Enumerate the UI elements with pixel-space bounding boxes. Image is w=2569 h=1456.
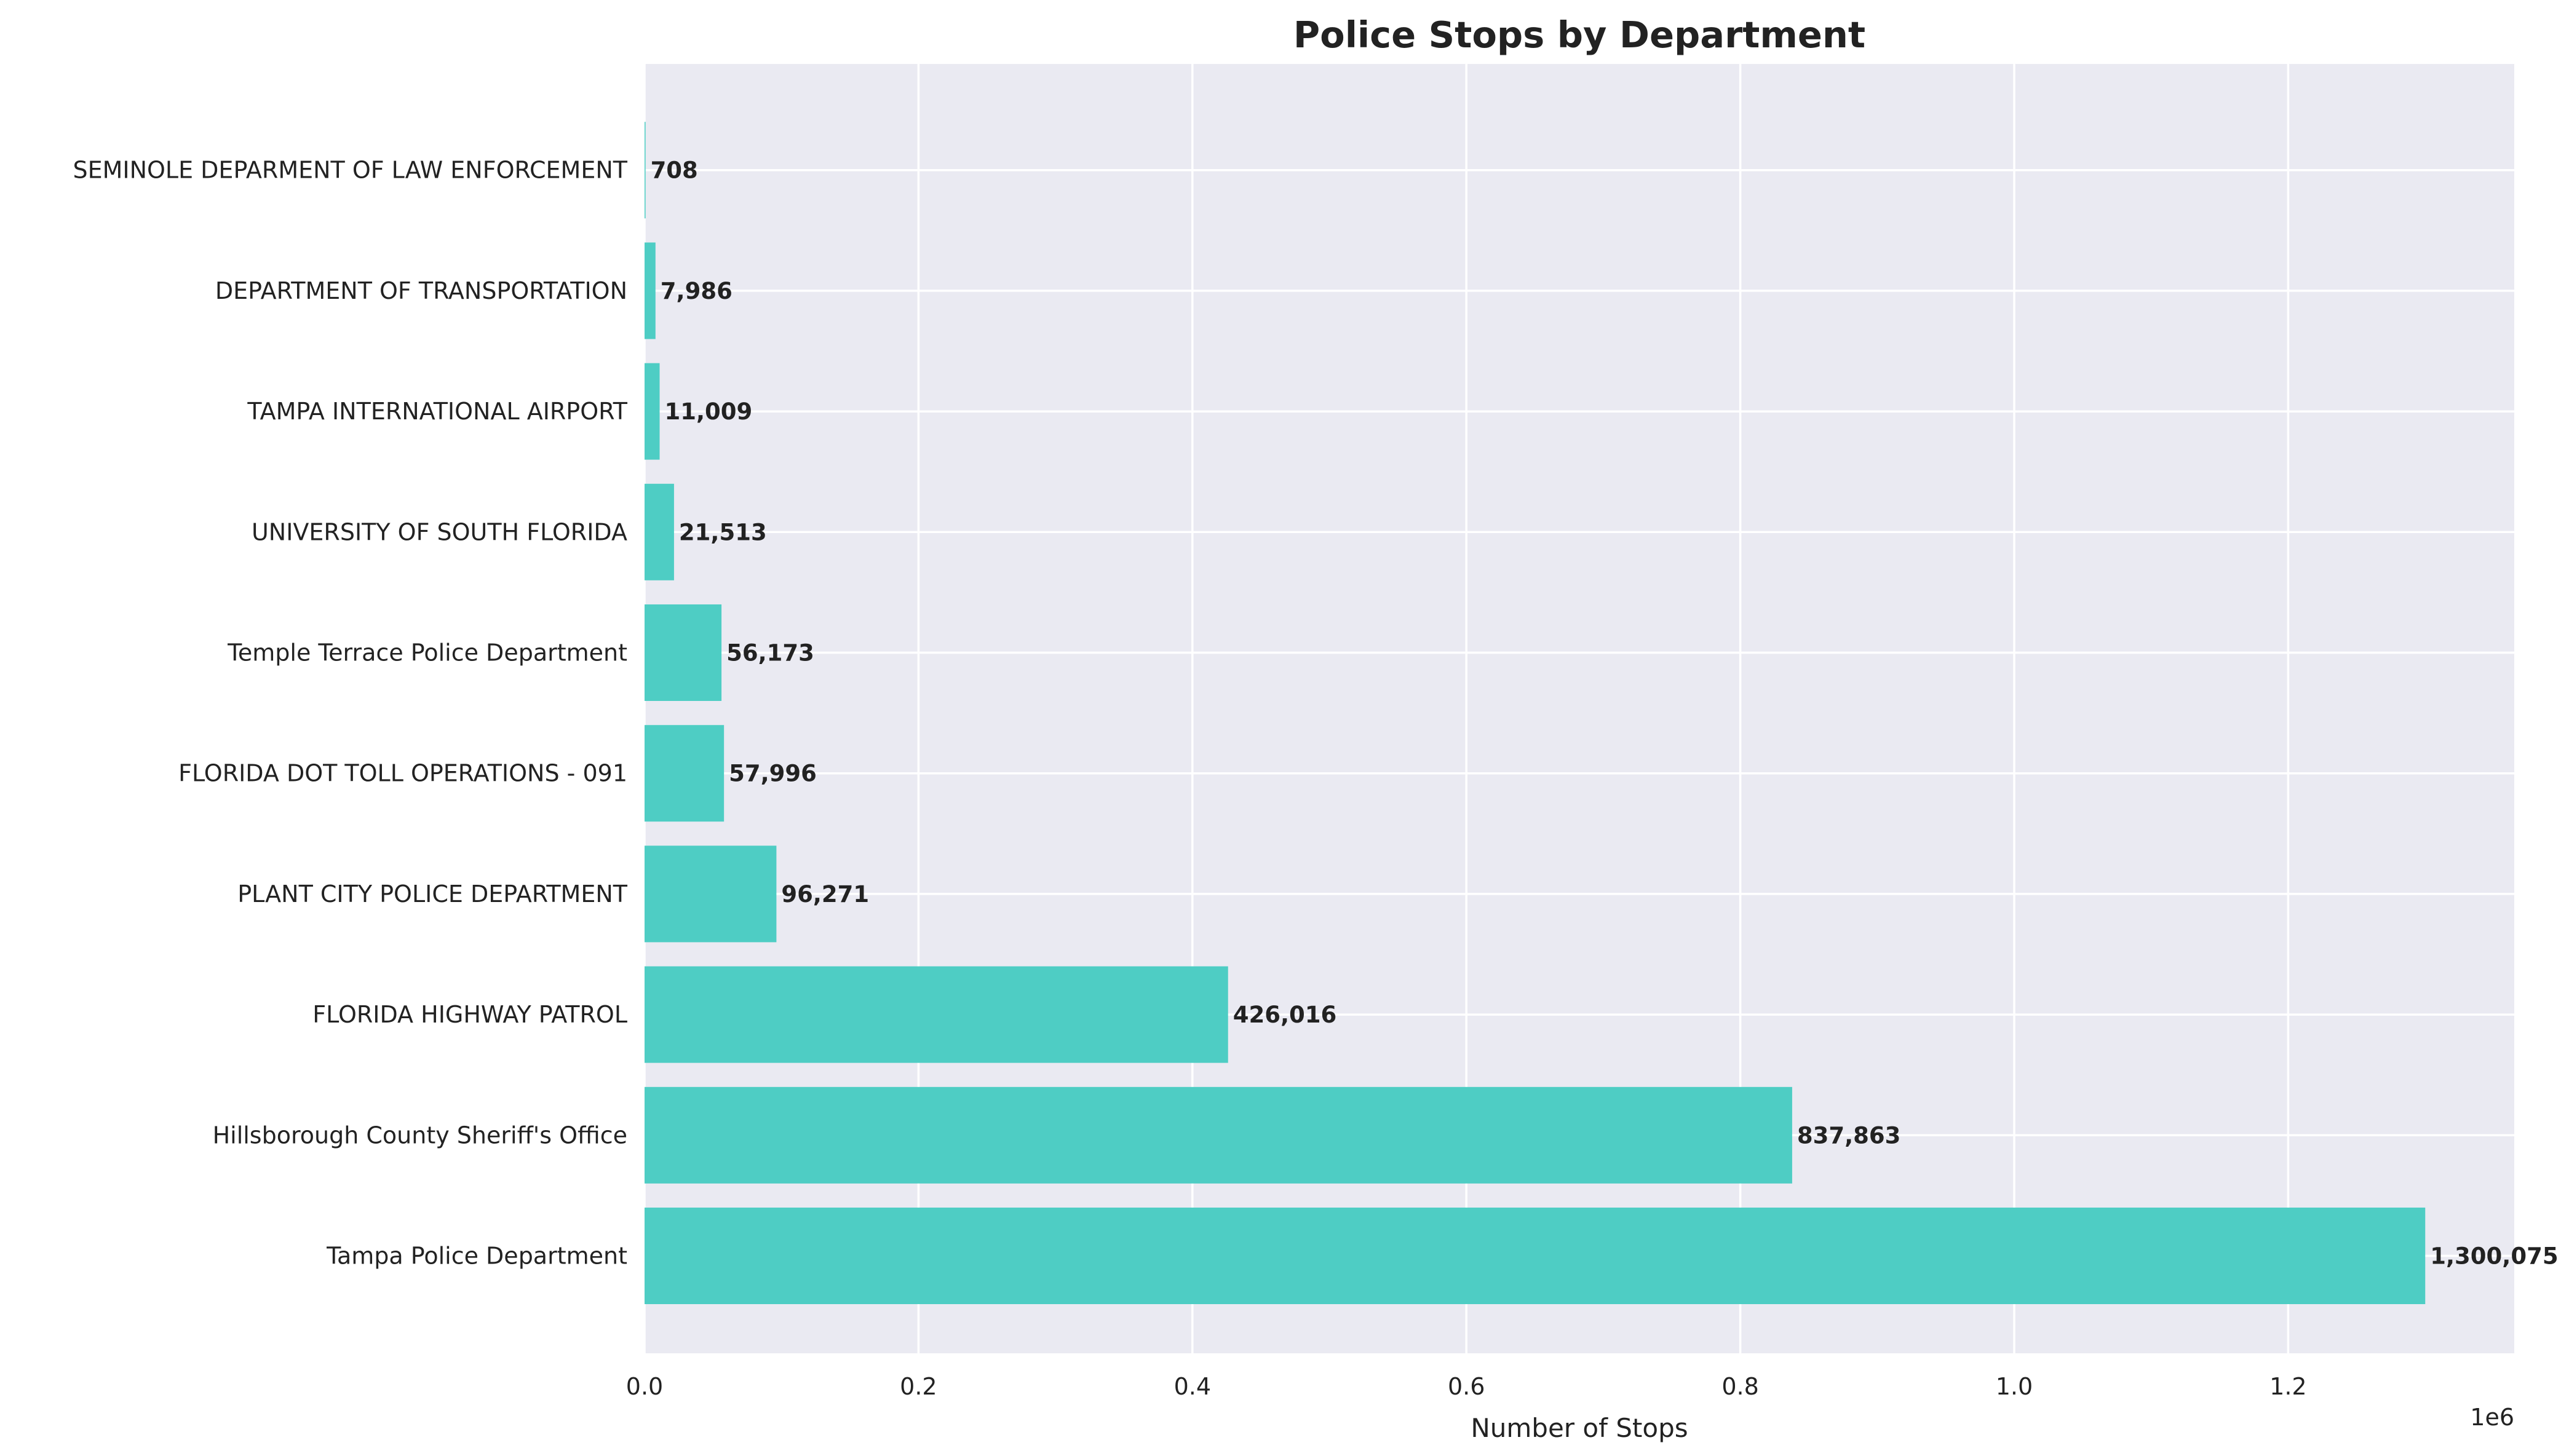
data-label: 708 [651,157,698,184]
data-label: 426,016 [1233,1002,1337,1028]
y-tick-label: FLORIDA HIGHWAY PATROL [312,1001,627,1028]
bar [645,1208,2426,1304]
x-tick-label: 0.2 [900,1373,937,1400]
bar [645,966,1228,1063]
x-axis-tick-labels: 0.0 0.2 0.4 0.6 0.8 1.0 1.2 [626,1373,2307,1400]
y-axis-tick-labels: Tampa Police Department Hillsborough Coun… [73,157,627,1270]
data-label: 837,863 [1797,1122,1901,1149]
data-label: 7,986 [661,278,733,304]
data-label: 57,996 [729,761,817,787]
bar [645,363,660,460]
bar [645,1086,1792,1184]
y-tick-label: SEMINOLE DEPARMENT OF LAW ENFORCEMENT [73,157,627,184]
x-axis-label: Number of Stops [1471,1413,1688,1443]
data-label: 21,513 [679,519,767,545]
data-label: 11,009 [665,398,753,425]
y-tick-label: Hillsborough County Sheriff's Office [213,1122,627,1149]
bar [645,242,656,339]
y-tick-label: UNIVERSITY OF SOUTH FLORIDA [252,518,627,545]
bar [645,845,777,943]
bars [645,122,2426,1304]
x-tick-label: 0.6 [1448,1373,1485,1400]
bar [645,483,674,580]
x-tick-label: 0.4 [1174,1373,1211,1400]
y-tick-label: FLORIDA DOT TOLL OPERATIONS - 091 [178,760,627,787]
x-tick-label: 1.0 [1996,1373,2033,1400]
x-axis-offset-label: 1e6 [2470,1404,2514,1431]
x-tick-label: 0.8 [1721,1373,1758,1400]
y-tick-label: TAMPA INTERNATIONAL AIRPORT [247,398,627,425]
chart-title: Police Stops by Department [1293,14,1865,56]
bar [645,122,646,219]
data-label: 96,271 [781,881,869,908]
bar [645,604,722,701]
x-tick-label: 0.0 [626,1373,663,1400]
y-tick-label: Temple Terrace Police Department [227,639,627,667]
x-tick-label: 1.2 [2269,1373,2306,1400]
y-tick-label: Tampa Police Department [326,1243,627,1270]
bar [645,725,725,822]
y-tick-label: DEPARTMENT OF TRANSPORTATION [215,277,627,304]
data-label: 1,300,075 [2430,1243,2558,1270]
data-labels: 1,300,075 837,863 426,016 96,271 57,996 56,17… [651,157,2559,1270]
data-label: 56,173 [726,640,814,667]
y-tick-label: PLANT CITY POLICE DEPARTMENT [237,880,628,908]
